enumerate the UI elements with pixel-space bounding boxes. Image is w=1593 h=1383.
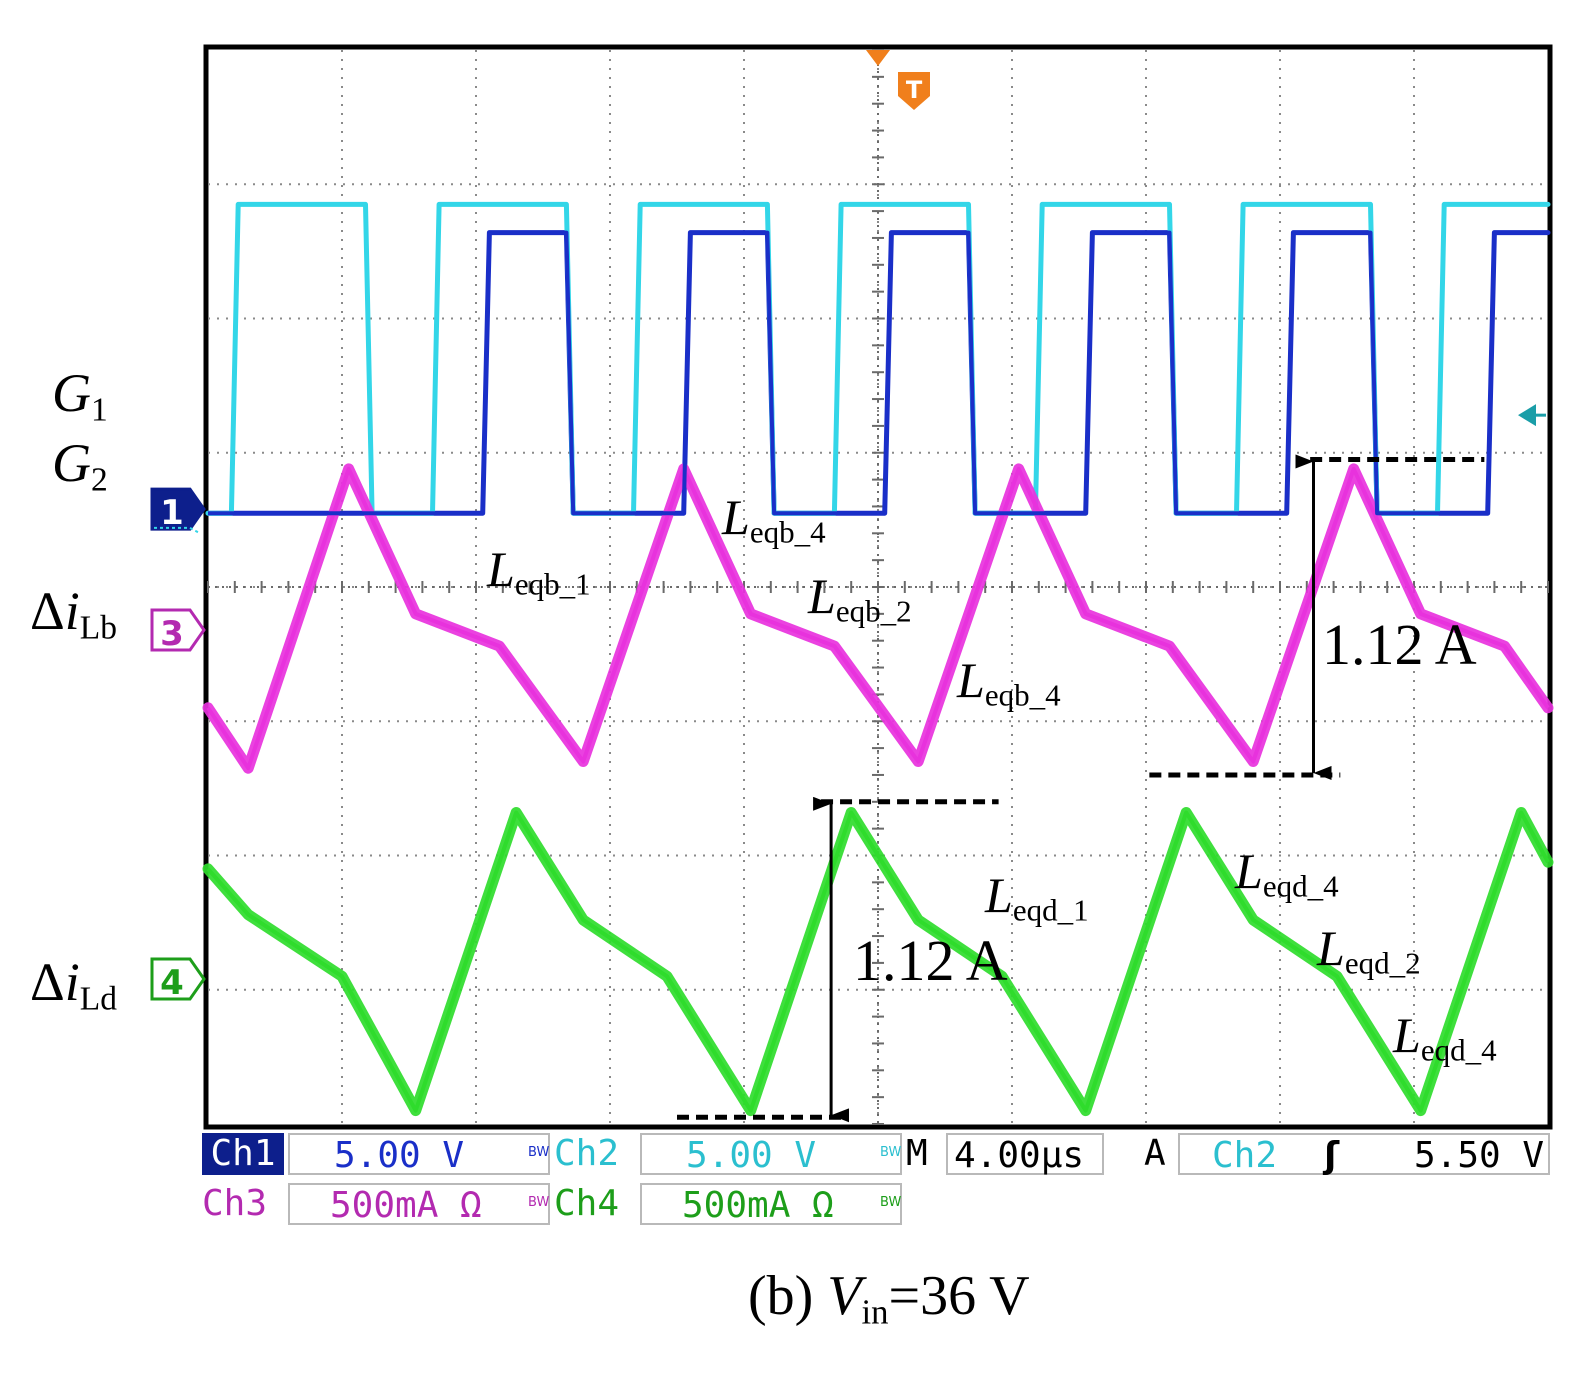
leqd-1-label: Leqd_1	[985, 867, 1089, 928]
leqb-4-label-b: Leqb_4	[957, 652, 1061, 713]
ch3-bw-badge: BW	[528, 1195, 550, 1210]
timebase-prefix: M	[906, 1133, 928, 1174]
ch3-marker-shape	[150, 608, 206, 652]
trigger-position-icon	[866, 50, 890, 66]
ch3-marker-text: 3	[160, 614, 184, 654]
ch4-marker-shape	[150, 957, 206, 1001]
ch1-tag: Ch1	[202, 1133, 284, 1175]
ch2-marker-outline	[154, 526, 201, 535]
ch4-marker: 4	[150, 957, 206, 1003]
ch4-bw-badge: BW	[880, 1195, 902, 1210]
trigger-point-text: T	[906, 76, 923, 104]
trigger-source: Ch2	[1212, 1135, 1278, 1176]
trigger-setting: Ch2 ʃ 5.50 V	[1178, 1133, 1550, 1176]
trigger-level: 5.50 V	[1414, 1135, 1545, 1176]
leqb-1-label: Leqb_1	[487, 541, 591, 602]
trace-ch1-top	[208, 230, 1548, 516]
leqd-4-label-a: Leqd_4	[1235, 843, 1339, 904]
leqd-4-label-b: Leqd_4	[1393, 1007, 1497, 1068]
ch4-scale: 500mA Ω	[640, 1183, 902, 1226]
figure-caption: (b) Vin=36 V	[748, 1265, 1030, 1332]
delta-ild-label: ΔiLd	[30, 952, 117, 1018]
ch1-marker-text: 1	[160, 493, 184, 533]
leqd-2-label: Leqd_2	[1317, 920, 1421, 981]
ch3-tag: Ch3	[202, 1183, 268, 1224]
trigger-level-icon	[1518, 404, 1536, 427]
ch1-marker: 1	[150, 487, 206, 533]
trace-ch4-core	[206, 810, 1550, 1113]
leqb-2-label: Leqb_2	[808, 568, 912, 629]
leqb-4-label-a: Leqb_4	[722, 489, 826, 550]
ch1-scale: 5.00 V	[288, 1133, 550, 1176]
g1-label: G1	[52, 363, 108, 429]
dimension-lines	[677, 454, 1485, 1123]
trigger-point-icon	[898, 72, 930, 110]
ripple-b-label: 1.12 A	[1322, 612, 1477, 677]
timebase-value: 4.00µs	[946, 1133, 1104, 1176]
g2-label: G2	[52, 433, 108, 499]
ch2-scale: 5.00 V	[640, 1133, 902, 1176]
traces	[202, 201, 1554, 1117]
ch2-bw-badge: BW	[880, 1145, 902, 1160]
ch2-tag: Ch2	[554, 1133, 620, 1174]
ch3-marker: 3	[150, 608, 206, 654]
ch1-bw-badge: BW	[528, 1145, 550, 1160]
ripple-d-label: 1.12 A	[853, 928, 1008, 993]
ch4-tag: Ch4	[554, 1183, 620, 1224]
ch4-marker-text: 4	[160, 963, 184, 1003]
ch1-marker-shape	[150, 487, 206, 531]
trace-ch3-core	[206, 466, 1550, 771]
ch3-scale: 500mA Ω	[288, 1183, 550, 1226]
trigger-prefix: A	[1144, 1133, 1166, 1174]
delta-ilb-label: ΔiLb	[30, 581, 117, 647]
channel-markers: 1 3 4 T	[150, 50, 1546, 1003]
trigger-slope-icon: ʃ	[1324, 1135, 1339, 1176]
